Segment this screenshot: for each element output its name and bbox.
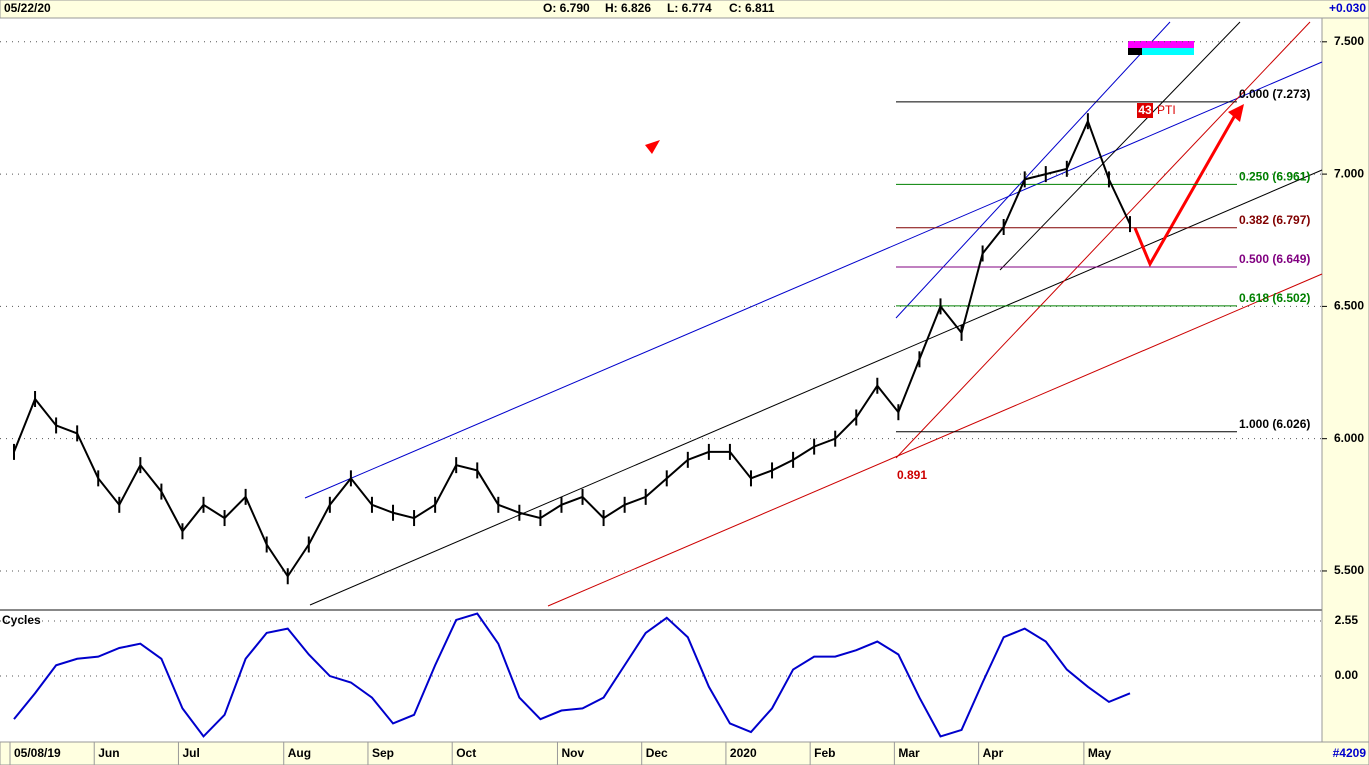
fib-label: 0.618 (6.502) bbox=[1239, 291, 1310, 305]
fib-label: 0.500 (6.649) bbox=[1239, 252, 1310, 266]
channel-line bbox=[895, 21, 1171, 319]
x-tick-label: Aug bbox=[288, 746, 311, 760]
fib-label: 0.000 (7.273) bbox=[1239, 87, 1310, 101]
change: +0.030 bbox=[1329, 1, 1366, 15]
fib-label: 1.000 (6.026) bbox=[1239, 417, 1310, 431]
fib-label: 0.250 (6.961) bbox=[1239, 170, 1310, 184]
annotation: 43 bbox=[1138, 103, 1152, 117]
marker bbox=[645, 140, 660, 154]
y-tick-label: 6.500 bbox=[1334, 299, 1364, 313]
channel-line bbox=[547, 273, 1323, 607]
x-tick-label: Sep bbox=[372, 746, 394, 760]
x-tick-label: Oct bbox=[456, 746, 476, 760]
cycle-tick-label: 0.00 bbox=[1335, 668, 1359, 682]
arrow-head bbox=[1228, 104, 1244, 122]
time-axis bbox=[0, 741, 1369, 765]
y-tick-label: 7.500 bbox=[1334, 34, 1364, 48]
annotation: 0.891 bbox=[897, 468, 927, 482]
x-tick-label: Feb bbox=[814, 746, 835, 760]
legend-swatch bbox=[1128, 48, 1194, 55]
channel-line bbox=[304, 61, 1323, 499]
annotation: PTI bbox=[1157, 103, 1176, 117]
legend-swatch bbox=[1128, 41, 1194, 48]
y-tick-label: 6.000 bbox=[1334, 431, 1364, 445]
cycles-title: Cycles bbox=[2, 613, 41, 627]
channel-line bbox=[999, 21, 1241, 271]
cycle-tick-label: 2.55 bbox=[1335, 613, 1359, 627]
channel-line bbox=[309, 169, 1323, 606]
pti-box bbox=[1137, 103, 1153, 118]
legend-swatch bbox=[1128, 48, 1142, 55]
fib-label: 0.382 (6.797) bbox=[1239, 213, 1310, 227]
x-tick-label: May bbox=[1088, 746, 1112, 760]
x-tick-label: Jun bbox=[98, 746, 119, 760]
x-tick-label: 2020 bbox=[730, 746, 757, 760]
x-tick-label: 05/08/19 bbox=[14, 746, 61, 760]
ohlc-value: C: 6.811 bbox=[729, 1, 775, 15]
x-tick-label: Dec bbox=[646, 746, 668, 760]
channel-line bbox=[895, 21, 1311, 459]
price-axis bbox=[1321, 17, 1369, 743]
x-tick-label: Apr bbox=[983, 746, 1004, 760]
ohlc-value: L: 6.774 bbox=[667, 1, 712, 15]
x-tick-label: Nov bbox=[561, 746, 584, 760]
cycle-line bbox=[13, 612, 1131, 738]
top-bar bbox=[0, 0, 1369, 19]
x-tick-label: Jul bbox=[182, 746, 199, 760]
y-tick-label: 7.000 bbox=[1334, 166, 1364, 180]
price-line bbox=[13, 118, 1131, 579]
ohlc-value: H: 6.826 bbox=[605, 1, 651, 15]
bar-count: #4209 bbox=[1333, 746, 1367, 760]
x-tick-label: Mar bbox=[898, 746, 920, 760]
ohlc-value: O: 6.790 bbox=[543, 1, 590, 15]
y-tick-label: 5.500 bbox=[1334, 563, 1364, 577]
forecast-arrow bbox=[1133, 109, 1240, 268]
date: 05/22/20 bbox=[4, 1, 51, 15]
